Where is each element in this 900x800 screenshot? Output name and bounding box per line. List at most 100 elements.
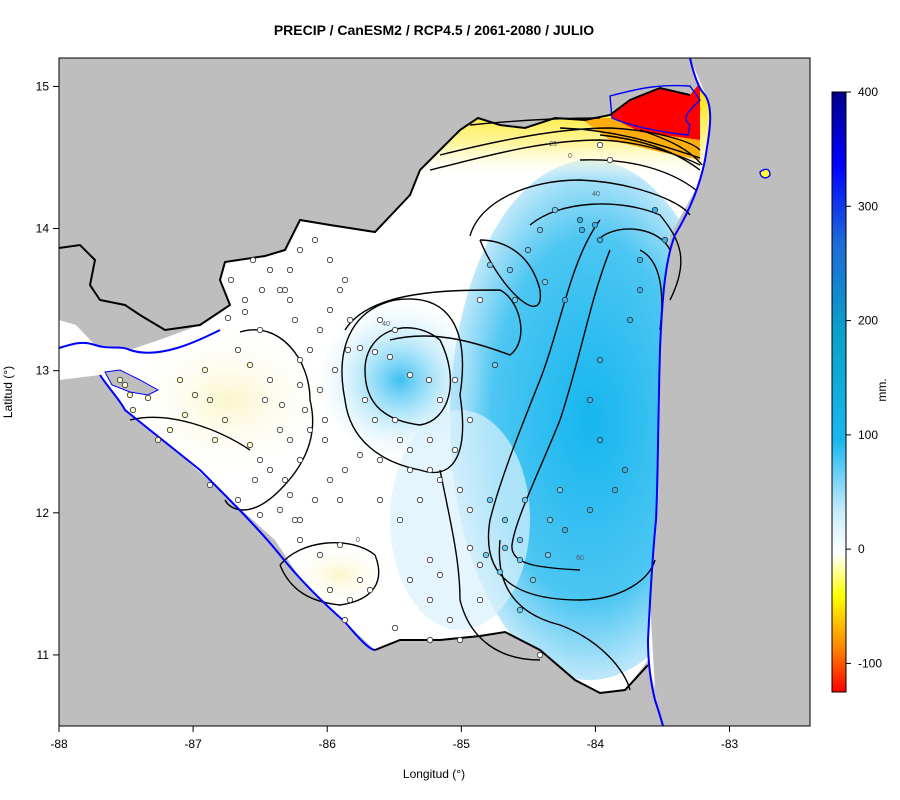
station-marker (396, 436, 404, 444)
station-marker (596, 356, 604, 364)
station-marker (521, 496, 529, 504)
station-marker (371, 416, 379, 424)
contour-lines (129, 117, 703, 691)
y-axis-label: Latitud (°) (1, 366, 15, 418)
station-marker (516, 536, 524, 544)
station-marker (466, 416, 474, 424)
station-marker (511, 296, 519, 304)
station-marker (316, 386, 324, 394)
contour-label: 60 (576, 555, 584, 562)
y-axis: 11 12 13 14 15 (36, 79, 59, 662)
station-marker (234, 496, 242, 504)
contour-labels: -20 0 40 40 0 60 (356, 141, 600, 562)
station-marker (191, 391, 199, 399)
colorbar-tick-label: 400 (858, 85, 878, 99)
station-marker (456, 486, 464, 494)
station-marker (256, 511, 264, 519)
station-marker (476, 296, 484, 304)
station-marker (376, 316, 384, 324)
station-marker (258, 286, 266, 294)
station-marker (611, 486, 619, 494)
lake-managua (104, 369, 160, 396)
station-marker (606, 156, 614, 164)
station-marker (251, 476, 259, 484)
station-points (116, 141, 669, 659)
station-marker (486, 261, 494, 269)
station-marker (296, 536, 304, 544)
map-plot-area: -20 0 40 40 0 60 (59, 58, 810, 726)
station-marker (366, 586, 374, 594)
station-marker (386, 353, 394, 361)
station-marker (578, 226, 586, 234)
station-marker (326, 256, 334, 264)
station-marker (586, 396, 594, 404)
station-marker (326, 476, 334, 484)
station-marker (486, 496, 494, 504)
station-marker (296, 356, 304, 364)
station-marker (561, 296, 569, 304)
station-marker (256, 456, 264, 464)
station-marker (227, 276, 235, 284)
station-marker (176, 376, 184, 384)
station-marker (396, 516, 404, 524)
south-border (374, 630, 649, 695)
station-marker (129, 406, 137, 414)
station-marker (426, 596, 434, 604)
station-marker (286, 491, 294, 499)
station-marker (326, 306, 334, 314)
north-coast-lagoon (609, 84, 701, 136)
x-axis-label: Longitud (°) (403, 767, 465, 781)
station-marker (206, 481, 214, 489)
contour-label: 40 (592, 191, 600, 198)
station-marker (261, 396, 269, 404)
y-tick-label: 14 (36, 222, 50, 236)
station-marker (391, 416, 399, 424)
station-marker (416, 496, 424, 504)
national-border (59, 86, 691, 332)
station-marker (371, 348, 379, 356)
station-marker (126, 391, 134, 399)
station-marker (296, 246, 304, 254)
station-marker (266, 266, 274, 274)
station-marker (286, 436, 294, 444)
x-tick-label: -85 (453, 737, 471, 751)
station-marker (211, 436, 219, 444)
station-marker (166, 426, 174, 434)
station-marker (246, 441, 254, 449)
x-tick-label: -86 (319, 737, 337, 751)
station-marker (466, 506, 474, 514)
station-marker (466, 544, 474, 552)
station-marker (341, 466, 349, 474)
station-marker (144, 394, 152, 402)
station-marker (406, 371, 414, 379)
station-marker (116, 376, 124, 384)
station-marker (596, 141, 604, 149)
station-marker (241, 296, 249, 304)
x-tick-label: -87 (184, 737, 202, 751)
station-marker (426, 636, 434, 644)
station-marker (626, 316, 634, 324)
x-tick-label: -88 (50, 737, 68, 751)
y-tick-label: 15 (36, 79, 50, 93)
station-marker (456, 636, 464, 644)
station-marker (501, 544, 509, 552)
station-marker (296, 516, 304, 524)
station-marker (436, 571, 444, 579)
station-marker (246, 361, 254, 369)
station-marker (506, 266, 514, 274)
station-marker (451, 446, 459, 454)
contour-label: 0 (356, 537, 360, 544)
station-marker (201, 366, 209, 374)
station-marker (344, 346, 352, 354)
station-marker (476, 561, 484, 569)
station-marker (241, 308, 249, 316)
station-marker (576, 216, 584, 224)
plot-frame (58, 57, 811, 727)
station-marker (426, 436, 434, 444)
station-marker (346, 596, 354, 604)
contour-label: -20 (547, 141, 557, 148)
honduras-land (59, 58, 698, 350)
station-marker (636, 286, 644, 294)
station-marker (286, 296, 294, 304)
